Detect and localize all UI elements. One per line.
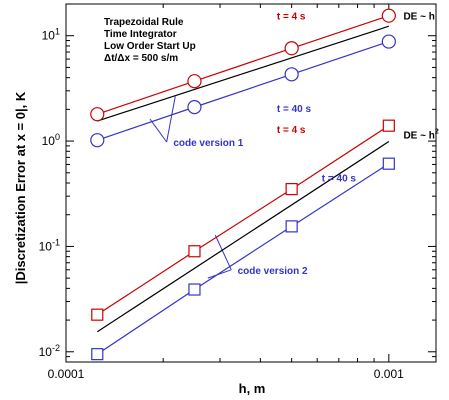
annotation-label: t = 40 s <box>277 104 312 115</box>
y-tick-label: 101 <box>42 27 60 43</box>
callout-line <box>166 96 176 143</box>
annotation-label: code version 2 <box>238 266 308 277</box>
circle-marker <box>90 133 105 148</box>
circle-marker <box>381 34 396 49</box>
square-marker <box>91 348 104 361</box>
series-line <box>96 163 390 355</box>
y-tick-label: 10-2 <box>39 343 60 359</box>
annotations: t = 4 s t = 40 s DE ~ h code version 1 t = 4… <box>173 12 439 277</box>
square-marker <box>188 245 201 258</box>
circle-marker <box>381 8 396 23</box>
square-marker <box>91 308 104 321</box>
info-line-4: Δt/Δx = 500 s/m <box>104 53 178 64</box>
annotation-label: DE ~ h2 <box>403 129 438 142</box>
annotation-label: t = 4 s <box>277 12 306 23</box>
x-tick-label: 0.0001 <box>48 367 85 381</box>
info-box: Trapezoidal Rule Time Integrator Low Ord… <box>104 17 196 64</box>
callout-line <box>149 118 168 143</box>
series-markers <box>90 8 396 361</box>
series-line <box>97 15 390 115</box>
axis-ticks: 10-2 10-1 100 101 0.0001 0.001 <box>39 3 436 381</box>
annotation-label: DE ~ h <box>403 12 434 23</box>
square-marker <box>382 157 395 170</box>
y-axis-label: |Discretization Error at x = 0|, K <box>13 91 28 284</box>
callout-line <box>214 234 232 271</box>
x-axis-label: h, m <box>239 381 266 396</box>
callout-lines <box>149 96 232 279</box>
annotation-label: t = 40 s <box>322 174 357 185</box>
series-lines <box>96 15 390 355</box>
x-tick-label: 0.001 <box>374 367 404 381</box>
series-line <box>97 41 390 141</box>
series-line <box>96 125 390 316</box>
square-marker <box>188 283 201 296</box>
circle-marker <box>284 41 299 56</box>
circle-marker <box>187 100 202 115</box>
annotation-label: code version 1 <box>173 138 243 149</box>
series-line <box>97 25 390 122</box>
y-tick-label: 10-1 <box>39 237 60 253</box>
square-marker <box>285 220 298 233</box>
callout-line <box>207 269 232 279</box>
info-line-1: Trapezoidal Rule <box>104 17 184 28</box>
square-marker <box>382 119 395 132</box>
y-tick-label: 100 <box>42 132 60 148</box>
circle-marker <box>284 67 299 82</box>
info-line-2: Time Integrator <box>104 29 177 40</box>
square-marker <box>285 183 298 196</box>
circle-marker <box>187 74 202 89</box>
circle-marker <box>90 107 105 122</box>
series-line <box>96 141 390 333</box>
info-line-3: Low Order Start Up <box>104 41 196 52</box>
annotation-label: t = 4 s <box>277 125 306 136</box>
